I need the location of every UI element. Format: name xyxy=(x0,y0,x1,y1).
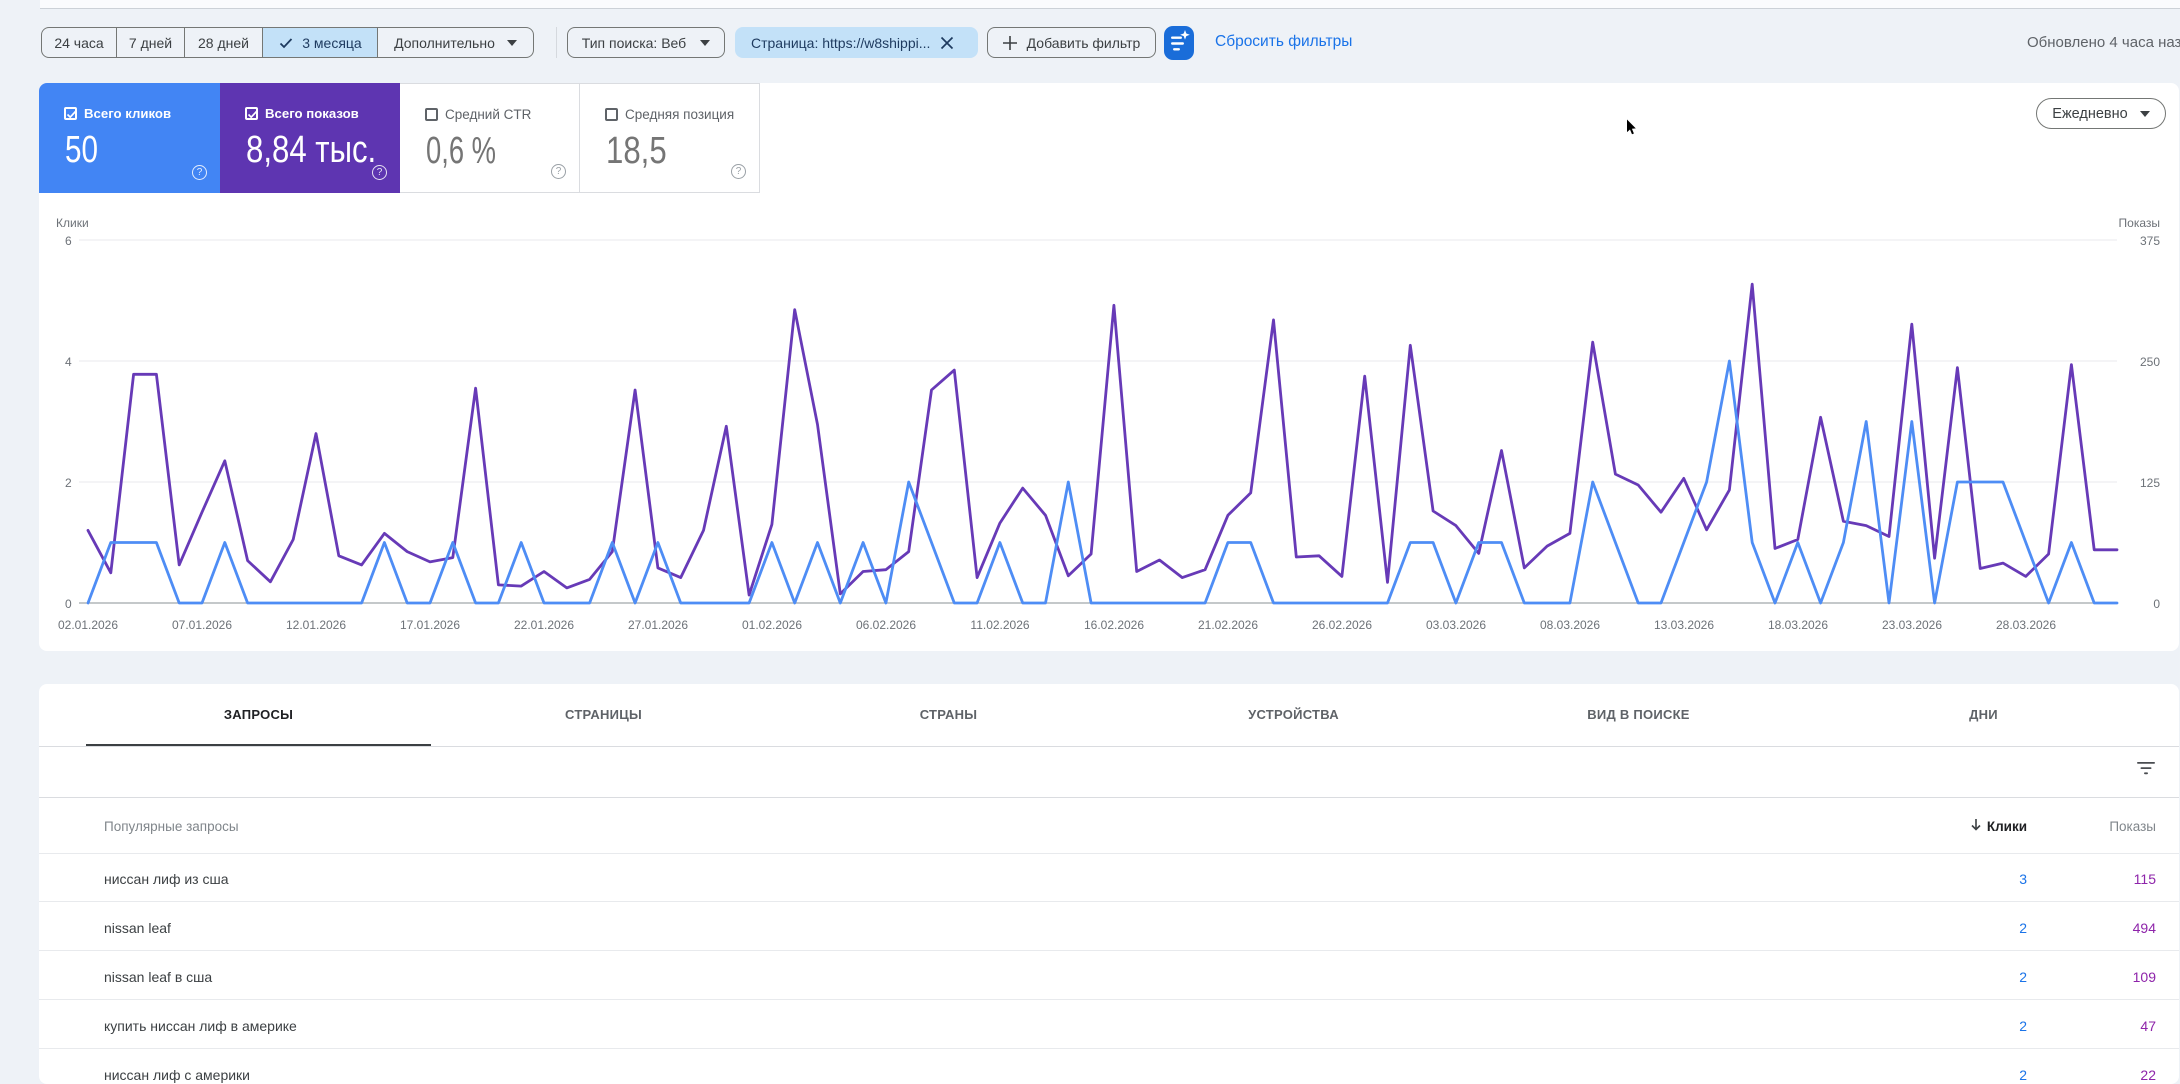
svg-text:07.01.2026: 07.01.2026 xyxy=(172,618,232,632)
svg-text:06.02.2026: 06.02.2026 xyxy=(856,618,916,632)
svg-text:6: 6 xyxy=(65,234,72,248)
svg-text:21.02.2026: 21.02.2026 xyxy=(1198,618,1258,632)
svg-text:0: 0 xyxy=(65,597,72,611)
svg-text:28.03.2026: 28.03.2026 xyxy=(1996,618,2056,632)
svg-text:250: 250 xyxy=(2140,355,2160,369)
svg-text:0: 0 xyxy=(2153,597,2160,611)
svg-text:27.01.2026: 27.01.2026 xyxy=(628,618,688,632)
svg-text:26.02.2026: 26.02.2026 xyxy=(1312,618,1372,632)
svg-text:2: 2 xyxy=(65,476,72,490)
svg-text:22.01.2026: 22.01.2026 xyxy=(514,618,574,632)
svg-text:12.01.2026: 12.01.2026 xyxy=(286,618,346,632)
svg-text:125: 125 xyxy=(2140,476,2160,490)
svg-text:01.02.2026: 01.02.2026 xyxy=(742,618,802,632)
svg-text:23.03.2026: 23.03.2026 xyxy=(1882,618,1942,632)
svg-text:17.01.2026: 17.01.2026 xyxy=(400,618,460,632)
svg-text:03.03.2026: 03.03.2026 xyxy=(1426,618,1486,632)
svg-text:13.03.2026: 13.03.2026 xyxy=(1654,618,1714,632)
svg-text:16.02.2026: 16.02.2026 xyxy=(1084,618,1144,632)
svg-text:11.02.2026: 11.02.2026 xyxy=(970,618,1029,632)
svg-text:375: 375 xyxy=(2140,234,2160,248)
svg-text:08.03.2026: 08.03.2026 xyxy=(1540,618,1600,632)
svg-text:Клики: Клики xyxy=(56,216,89,230)
svg-text:4: 4 xyxy=(65,355,72,369)
svg-text:Показы: Показы xyxy=(2119,216,2160,230)
svg-text:18.03.2026: 18.03.2026 xyxy=(1768,618,1828,632)
svg-text:02.01.2026: 02.01.2026 xyxy=(58,618,118,632)
